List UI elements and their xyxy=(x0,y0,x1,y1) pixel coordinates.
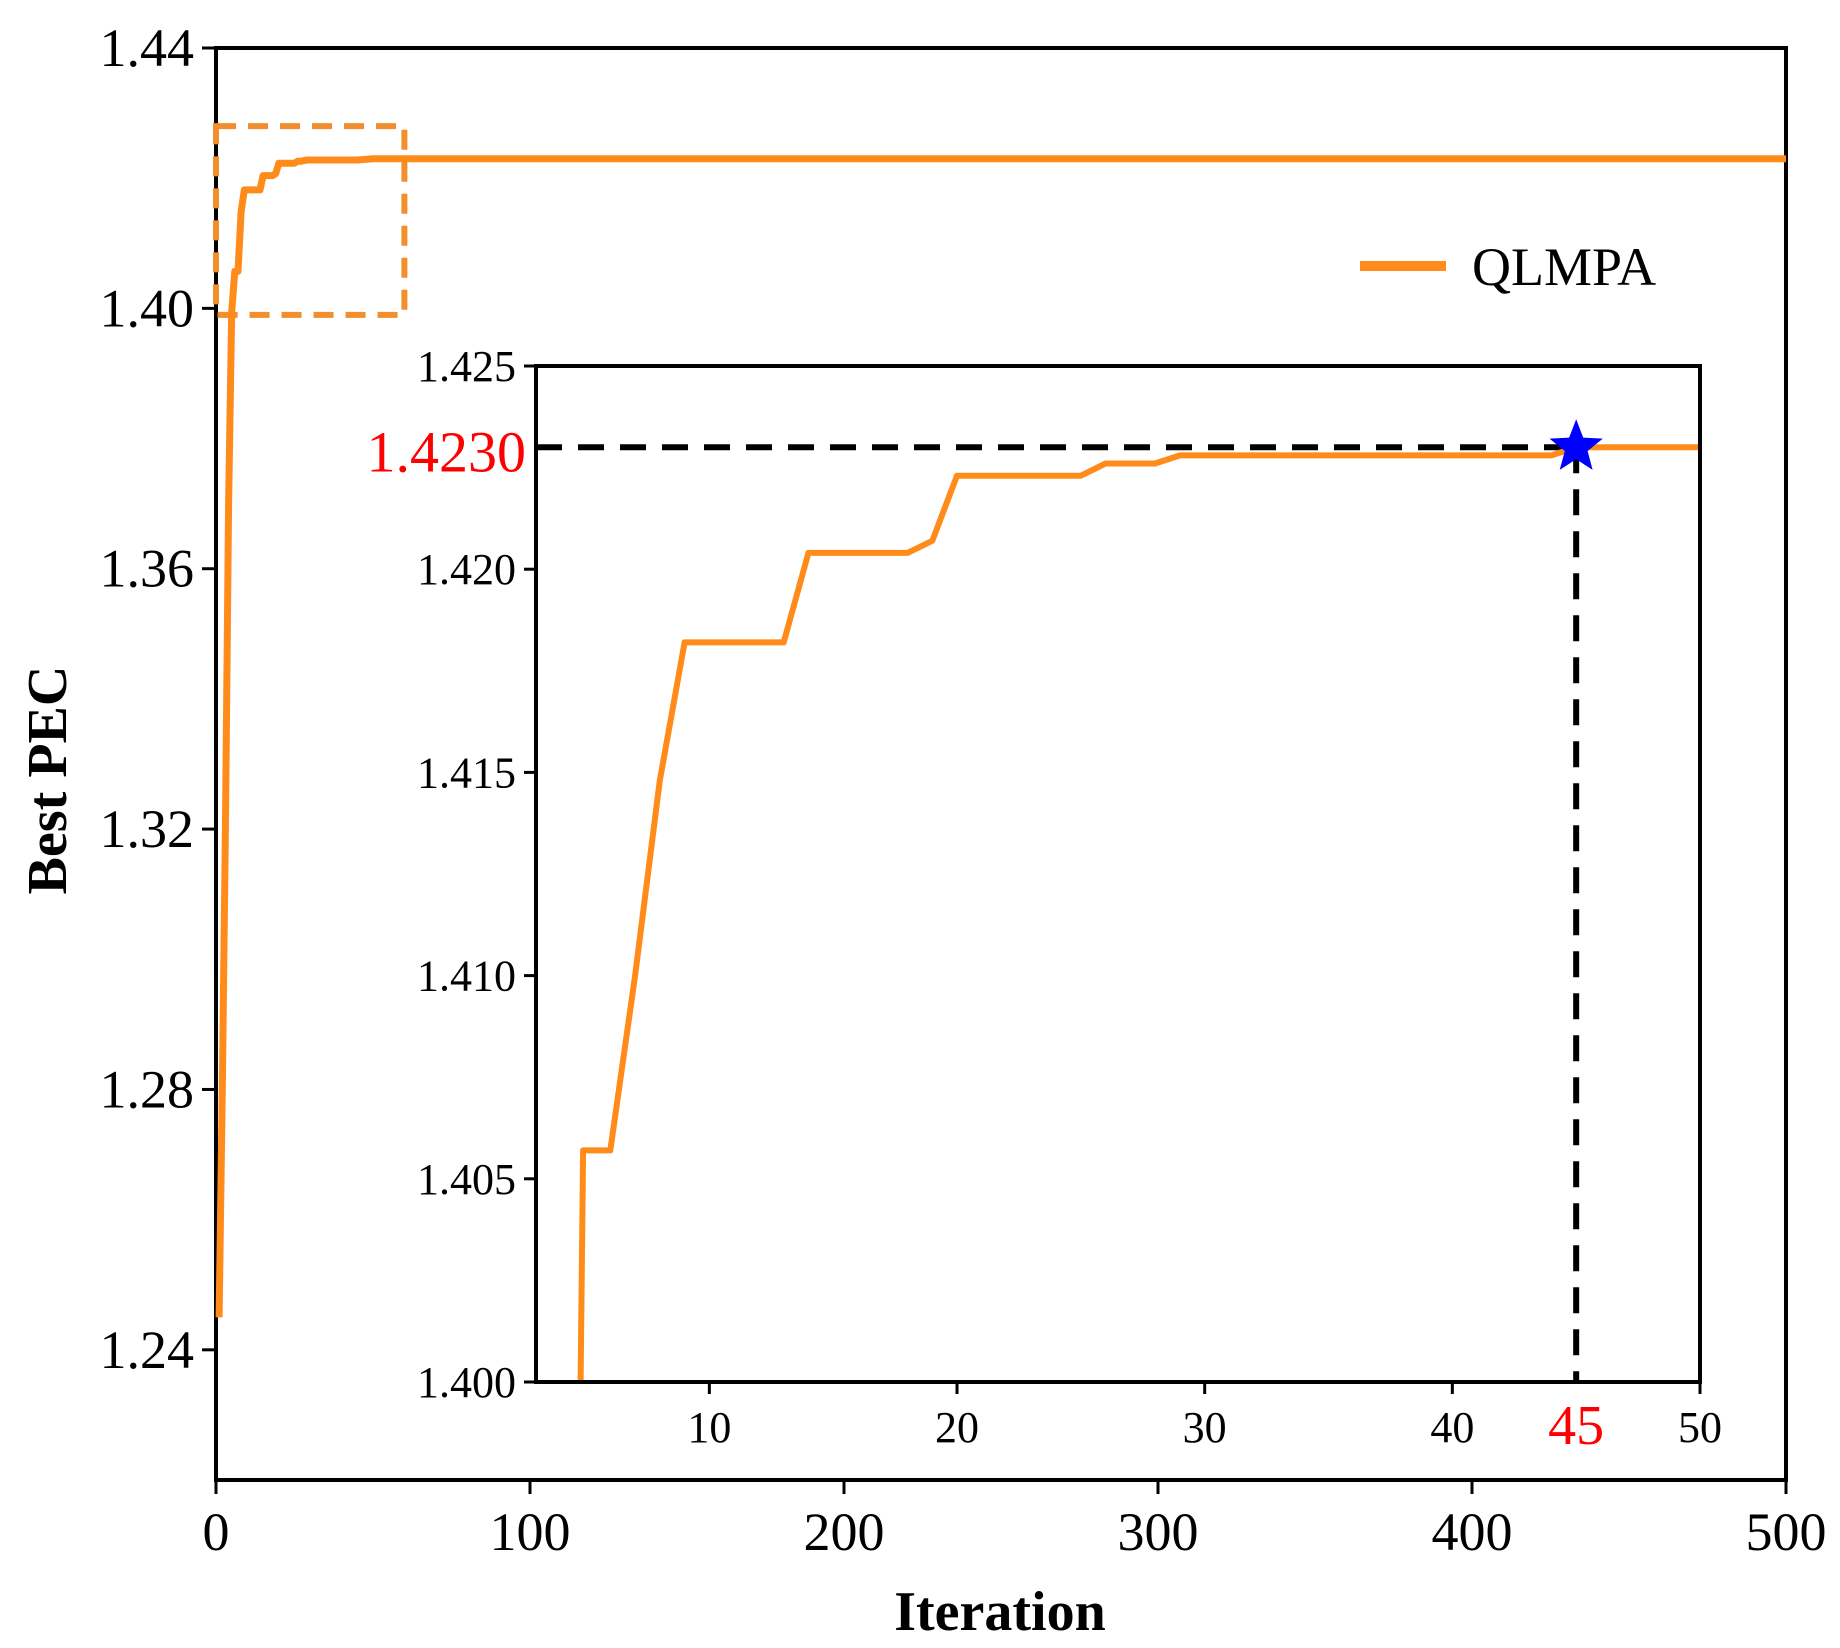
inset-x-tick-label: 50 xyxy=(1678,1403,1722,1452)
inset-y-tick-label: 1.400 xyxy=(417,1358,516,1407)
main-series-layer xyxy=(215,155,1786,1318)
x-tick-label: 0 xyxy=(203,1502,230,1562)
inset-y-tick-label: 1.405 xyxy=(417,1155,516,1204)
main-plot-frame xyxy=(214,46,1788,1482)
main-zoom-box-layer xyxy=(213,123,408,318)
y-tick-label: 1.32 xyxy=(100,799,195,859)
inset-x-tick-label: 30 xyxy=(1183,1403,1227,1452)
x-tick-label: 100 xyxy=(490,1502,571,1562)
y-tick-label: 1.40 xyxy=(100,278,195,338)
inset-series-line-qlmpa xyxy=(577,444,1700,1383)
y-axis-title: Best PEC xyxy=(17,666,79,895)
x-tick-label: 400 xyxy=(1432,1502,1513,1562)
inset-guides-layer xyxy=(536,444,1580,1382)
inset-y-tick-label: 1.425 xyxy=(417,342,516,391)
inset-y-tick-label: 1.410 xyxy=(417,952,516,1001)
star-marker xyxy=(1549,419,1603,470)
x-tick-label: 200 xyxy=(804,1502,885,1562)
x-axis-title: Iteration xyxy=(894,1581,1106,1643)
y-tick-label: 1.36 xyxy=(100,539,195,599)
main-ticks: 0 100 200 300 400 500 1.24 1.28 1.32 1.36 1.40 1.44 xyxy=(100,18,1827,1562)
legend-label-qlmpa: QLMPA xyxy=(1472,237,1656,297)
x-tick-label: 500 xyxy=(1746,1502,1827,1562)
inset-ticks: 10 20 30 40 50 1.400 1.405 1.410 1.415 1.420 1.425 xyxy=(417,342,1722,1452)
y-tick-label: 1.24 xyxy=(100,1320,195,1380)
annotation-x-value-label: 45 xyxy=(1548,1395,1604,1457)
inset-x-tick-label: 20 xyxy=(935,1403,979,1452)
inset-series-layer xyxy=(577,444,1700,1383)
inset-x-tick-label: 10 xyxy=(687,1403,731,1452)
series-line-qlmpa xyxy=(215,155,1786,1318)
y-tick-label: 1.28 xyxy=(100,1059,195,1119)
inset-y-tick-label: 1.420 xyxy=(417,545,516,594)
legend: QLMPA xyxy=(1360,237,1656,297)
x-tick-label: 300 xyxy=(1118,1502,1199,1562)
inset-plot-background xyxy=(536,366,1700,1382)
zoom-region-box xyxy=(213,123,408,318)
inset-plot-frame xyxy=(534,364,1702,1384)
inset-annotation-layer: 1.4230 45 xyxy=(367,419,1605,1457)
inset-y-tick-label: 1.415 xyxy=(417,748,516,797)
inset-x-tick-label: 40 xyxy=(1430,1403,1474,1452)
annotation-y-value-label: 1.4230 xyxy=(367,419,527,484)
y-tick-label: 1.44 xyxy=(100,18,195,78)
